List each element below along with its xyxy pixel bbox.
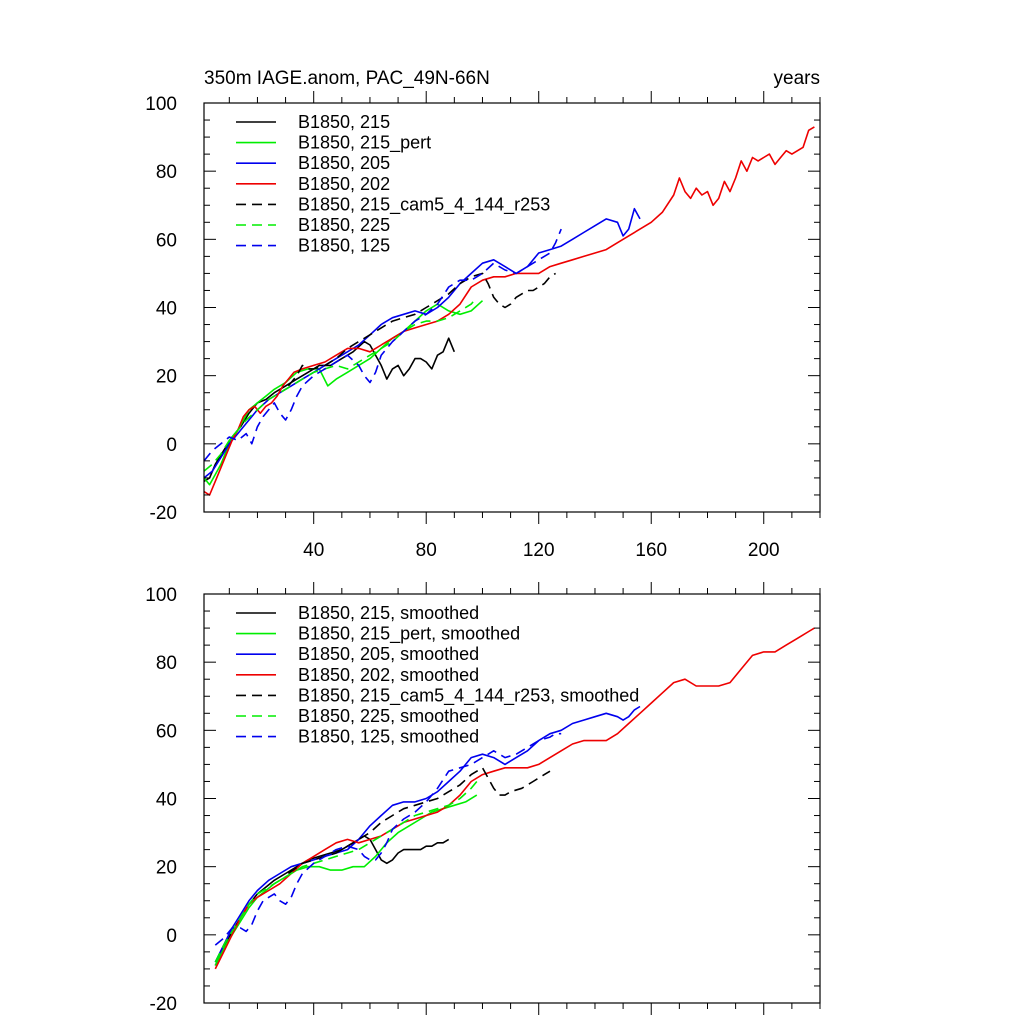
x-tick-label: 80 <box>416 540 437 561</box>
legend-label: B1850, 215 <box>298 112 390 132</box>
y-tick-label: 40 <box>156 790 177 811</box>
legend-label: B1850, 202, smoothed <box>298 665 479 685</box>
legend-label: B1850, 225, smoothed <box>298 706 479 726</box>
series-line-smoothed-1 <box>214 794 478 966</box>
series-line-raw-1 <box>203 300 484 486</box>
y-tick-label: 60 <box>156 721 177 742</box>
series-line-raw-0 <box>203 337 456 482</box>
y-tick-label: 60 <box>156 230 177 251</box>
legend-label: B1850, 215_cam5_4_144_r253, smoothed <box>298 685 639 706</box>
y-tick-label: 0 <box>166 435 177 456</box>
legend-label: B1850, 125, smoothed <box>298 727 479 747</box>
series-line-raw-6 <box>203 228 562 462</box>
plot-frame <box>203 593 821 1004</box>
legend-label: B1850, 225 <box>298 215 390 235</box>
chart-units-label: years <box>774 68 820 89</box>
y-tick-label: 0 <box>166 926 177 947</box>
legend-label: B1850, 202 <box>298 174 390 194</box>
series-line-raw-2 <box>203 207 641 479</box>
series-line-smoothed-6 <box>214 732 562 946</box>
y-tick-label: 100 <box>145 585 177 606</box>
x-tick-label: 160 <box>635 540 667 561</box>
series-line-smoothed-5 <box>214 780 478 963</box>
plot-frame <box>203 102 821 513</box>
x-tick-label: 120 <box>523 540 555 561</box>
y-tick-label: -20 <box>150 994 177 1015</box>
y-tick-label: 40 <box>156 299 177 320</box>
legend-label: B1850, 215_cam5_4_144_r253 <box>298 194 550 215</box>
x-tick-label: 40 <box>303 540 324 561</box>
chart-title: 350m IAGE.anom, PAC_49N-66N <box>204 68 490 89</box>
series-line-raw-3 <box>203 126 815 496</box>
legend-label: B1850, 215, smoothed <box>298 603 479 623</box>
y-tick-label: 20 <box>156 367 177 388</box>
legend-label: B1850, 215_pert <box>298 133 431 154</box>
series-line-raw-5 <box>203 296 478 472</box>
y-tick-label: 100 <box>145 94 177 115</box>
series-line-smoothed-0 <box>214 835 450 966</box>
legend-label: B1850, 125 <box>298 236 390 256</box>
series-line-smoothed-4 <box>287 767 551 875</box>
series-line-raw-4 <box>287 272 557 387</box>
legend-label: B1850, 205 <box>298 153 390 173</box>
legend-label: B1850, 205, smoothed <box>298 644 479 664</box>
y-tick-label: 80 <box>156 653 177 674</box>
x-tick-label: 200 <box>748 540 780 561</box>
y-tick-label: 80 <box>156 162 177 183</box>
y-tick-label: 20 <box>156 858 177 879</box>
y-tick-label: -20 <box>150 503 177 524</box>
legend-label: B1850, 215_pert, smoothed <box>298 624 520 645</box>
